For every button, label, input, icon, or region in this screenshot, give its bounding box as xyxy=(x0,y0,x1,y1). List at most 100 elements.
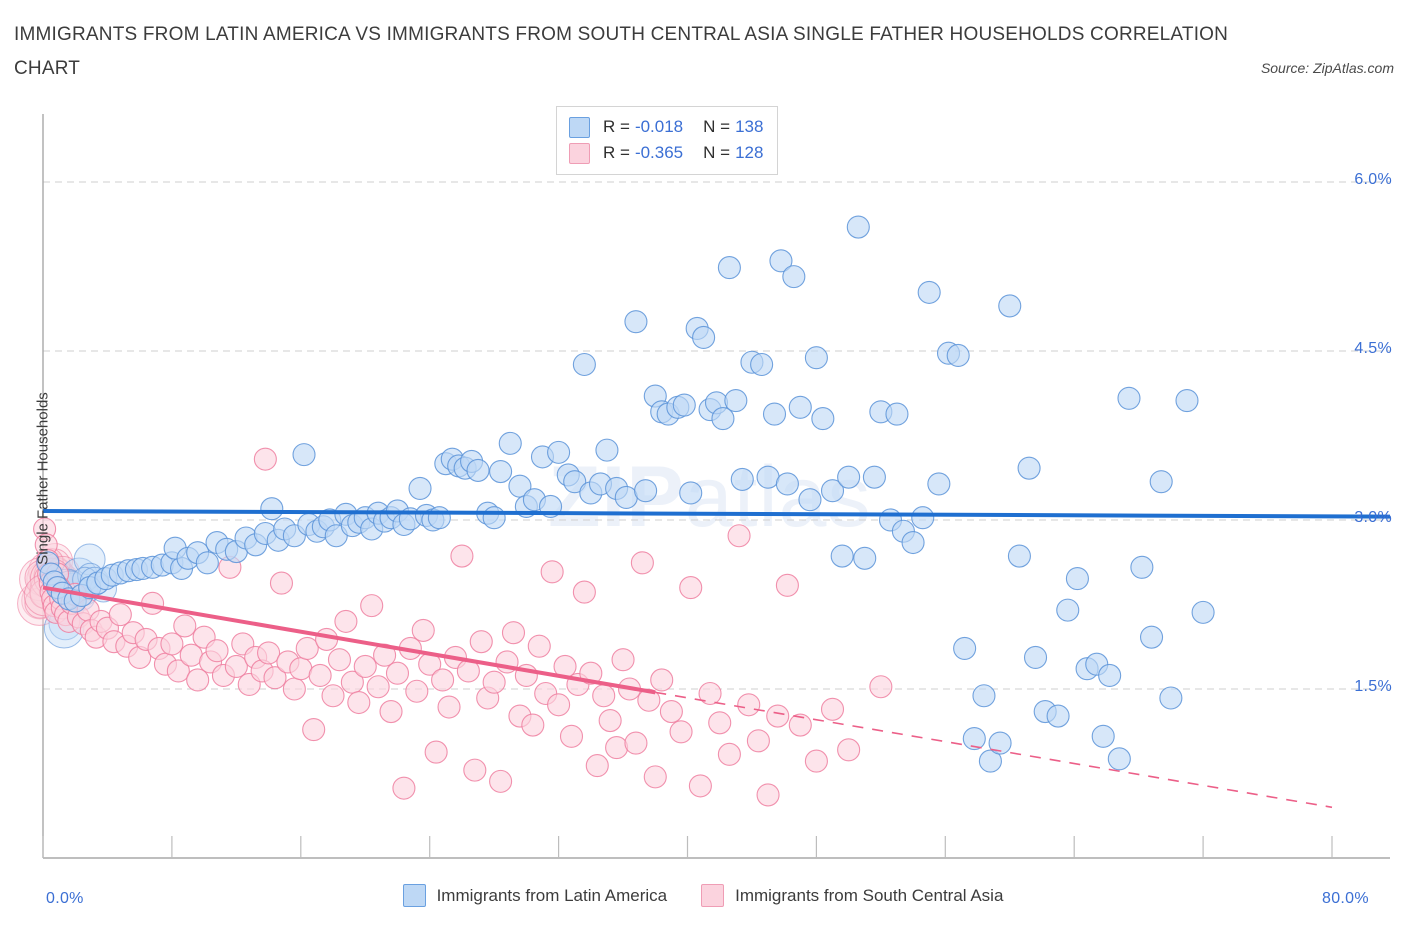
data-point[interactable] xyxy=(624,310,648,334)
data-point[interactable] xyxy=(224,654,248,679)
data-point[interactable] xyxy=(482,670,506,694)
data-point[interactable] xyxy=(572,580,596,604)
data-point[interactable] xyxy=(360,594,384,618)
data-point[interactable] xyxy=(563,470,587,494)
data-point[interactable] xyxy=(437,695,461,719)
data-point[interactable] xyxy=(572,352,596,377)
data-point[interactable] xyxy=(605,736,629,760)
data-point[interactable] xyxy=(746,729,770,753)
data-point[interactable] xyxy=(650,668,674,692)
data-point[interactable] xyxy=(853,546,877,570)
data-point[interactable] xyxy=(972,684,996,708)
data-point[interactable] xyxy=(431,668,455,692)
data-point[interactable] xyxy=(962,727,986,751)
data-point[interactable] xyxy=(659,699,683,724)
data-point[interactable] xyxy=(186,668,210,692)
data-point[interactable] xyxy=(643,765,667,789)
data-point[interactable] xyxy=(798,488,822,512)
data-point[interactable] xyxy=(672,393,696,417)
data-point[interactable] xyxy=(885,402,909,426)
data-point[interactable] xyxy=(108,603,132,627)
data-point[interactable] xyxy=(1065,567,1089,591)
data-point[interactable] xyxy=(166,659,190,683)
data-point[interactable] xyxy=(1130,555,1154,579)
data-point[interactable] xyxy=(405,679,429,703)
data-point[interactable] xyxy=(424,740,448,764)
data-point[interactable] xyxy=(730,467,754,491)
data-point[interactable] xyxy=(1117,386,1141,410)
data-point[interactable] xyxy=(679,576,703,600)
data-point[interactable] xyxy=(775,472,799,496)
data-point[interactable] xyxy=(846,215,870,239)
data-point[interactable] xyxy=(998,294,1022,318)
data-point[interactable] xyxy=(321,684,345,708)
data-point[interactable] xyxy=(688,774,712,798)
data-point[interactable] xyxy=(788,713,812,737)
data-point[interactable] xyxy=(804,749,828,773)
data-point[interactable] xyxy=(257,641,281,665)
data-point[interactable] xyxy=(1023,645,1048,669)
data-point[interactable] xyxy=(269,571,294,595)
data-point[interactable] xyxy=(669,720,693,744)
data-point[interactable] xyxy=(775,573,799,597)
data-point[interactable] xyxy=(1007,544,1031,568)
data-point[interactable] xyxy=(327,648,352,672)
data-point[interactable] xyxy=(862,465,886,489)
data-point[interactable] xyxy=(282,677,306,701)
data-point[interactable] xyxy=(205,639,229,663)
data-point[interactable] xyxy=(634,479,658,503)
data-point[interactable] xyxy=(1098,663,1122,688)
data-point[interactable] xyxy=(527,634,551,658)
data-point[interactable] xyxy=(173,614,197,638)
data-point[interactable] xyxy=(160,632,184,656)
data-point[interactable] xyxy=(592,684,616,708)
data-point[interactable] xyxy=(559,724,584,748)
data-point[interactable] xyxy=(489,459,513,484)
data-point[interactable] xyxy=(295,636,319,660)
data-point[interactable] xyxy=(611,648,635,672)
data-point[interactable] xyxy=(811,407,835,431)
data-point[interactable] xyxy=(521,713,545,737)
data-point[interactable] xyxy=(1149,470,1173,494)
data-point[interactable] xyxy=(392,776,416,800)
legend-item-latin-america[interactable]: Immigrants from Latin America xyxy=(402,884,667,907)
data-point[interactable] xyxy=(334,609,358,633)
data-point[interactable] xyxy=(366,675,390,699)
data-point[interactable] xyxy=(927,472,951,496)
data-point[interactable] xyxy=(766,704,790,728)
data-point[interactable] xyxy=(946,343,970,368)
data-point[interactable] xyxy=(1159,686,1183,710)
data-point[interactable] xyxy=(762,402,787,426)
data-point[interactable] xyxy=(988,731,1012,755)
data-point[interactable] xyxy=(195,551,219,575)
data-point[interactable] xyxy=(1139,625,1164,649)
data-point[interactable] xyxy=(302,718,326,742)
data-point[interactable] xyxy=(717,742,741,766)
data-point[interactable] xyxy=(547,693,571,717)
data-point[interactable] xyxy=(820,697,845,721)
legend-item-south-central-asia[interactable]: Immigrants from South Central Asia xyxy=(701,884,1003,907)
data-point[interactable] xyxy=(630,551,654,575)
data-point[interactable] xyxy=(408,476,432,500)
data-point[interactable] xyxy=(450,544,474,568)
data-point[interactable] xyxy=(595,438,619,462)
data-point[interactable] xyxy=(1056,598,1080,622)
data-point[interactable] xyxy=(1191,600,1215,624)
data-point[interactable] xyxy=(353,654,377,679)
data-point[interactable] xyxy=(614,485,638,510)
data-point[interactable] xyxy=(756,783,780,807)
data-point[interactable] xyxy=(830,544,854,568)
data-point[interactable] xyxy=(837,465,861,489)
data-point[interactable] xyxy=(385,661,410,685)
data-point[interactable] xyxy=(724,389,748,413)
data-point[interactable] xyxy=(737,693,761,717)
data-point[interactable] xyxy=(820,479,845,503)
data-point[interactable] xyxy=(1091,724,1115,748)
data-point[interactable] xyxy=(411,618,435,642)
data-point[interactable] xyxy=(698,681,722,706)
data-point[interactable] xyxy=(263,666,287,690)
data-point[interactable] xyxy=(717,256,741,280)
data-point[interactable] xyxy=(540,560,564,584)
data-point[interactable] xyxy=(289,657,313,681)
data-point[interactable] xyxy=(837,738,861,762)
